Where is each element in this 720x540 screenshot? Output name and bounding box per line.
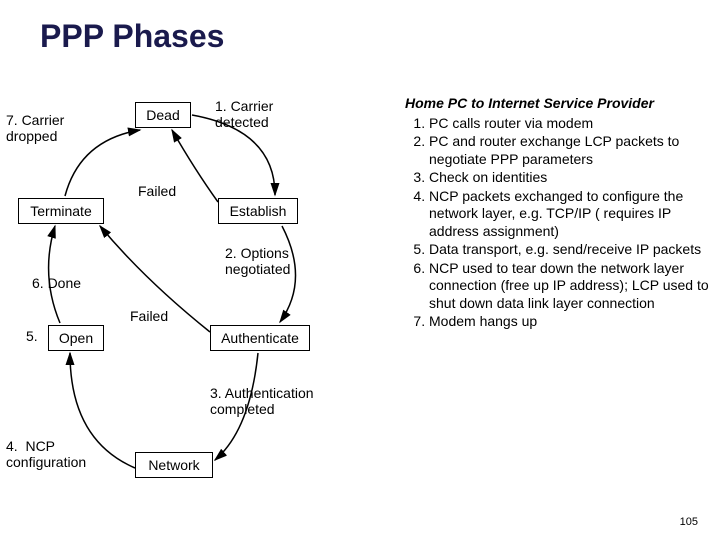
text-list: PC calls router via modem PC and router … <box>405 115 715 331</box>
edge-label-4: 4. NCP configuration <box>6 438 86 470</box>
list-item: Modem hangs up <box>429 313 715 331</box>
list-item: Check on identities <box>429 169 715 187</box>
node-dead: Dead <box>135 102 191 128</box>
edge-label-failed-1: Failed <box>138 183 176 199</box>
edge-label-6: 6. Done <box>32 275 81 291</box>
edge-label-3: 3. Authentication completed <box>210 385 314 417</box>
page-title: PPP Phases <box>40 18 224 55</box>
edge-label-7: 7. Carrier dropped <box>6 112 64 144</box>
list-item: NCP used to tear down the network layer … <box>429 260 715 313</box>
edge-label-failed-2: Failed <box>130 308 168 324</box>
page-number: 105 <box>680 516 698 528</box>
edge-label-1: 1. Carrier detected <box>215 98 273 130</box>
node-network: Network <box>135 452 213 478</box>
list-item: NCP packets exchanged to configure the n… <box>429 188 715 241</box>
edge-label-5: 5. <box>26 328 38 344</box>
explanation-text: Home PC to Internet Service Provider PC … <box>405 95 715 332</box>
list-item: PC calls router via modem <box>429 115 715 133</box>
node-open: Open <box>48 325 104 351</box>
node-terminate: Terminate <box>18 198 104 224</box>
list-item: Data transport, e.g. send/receive IP pac… <box>429 241 715 259</box>
state-diagram: Dead Establish Authenticate Network Open… <box>0 80 400 520</box>
node-authenticate: Authenticate <box>210 325 310 351</box>
list-item: PC and router exchange LCP packets to ne… <box>429 133 715 168</box>
node-establish: Establish <box>218 198 298 224</box>
edge-label-2: 2. Options negotiated <box>225 245 290 277</box>
text-heading: Home PC to Internet Service Provider <box>405 95 715 113</box>
